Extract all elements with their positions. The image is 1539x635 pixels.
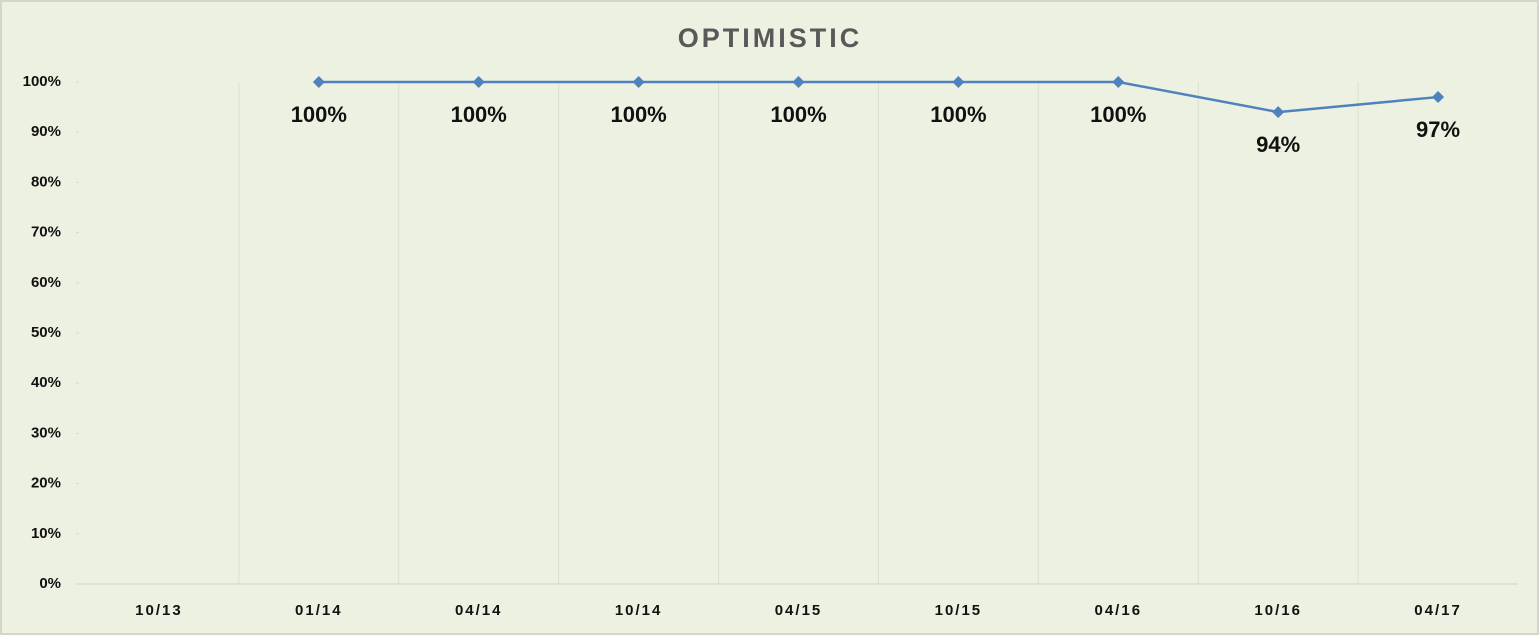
chart-title: OPTIMISTIC xyxy=(678,23,863,53)
x-tick-label: 04/16 xyxy=(1095,602,1143,619)
marker xyxy=(312,76,325,88)
y-tick-label: 40% xyxy=(31,374,61,391)
data-label: 100% xyxy=(291,102,347,127)
x-tick-label: 10/14 xyxy=(615,602,663,619)
x-tick-label: 04/15 xyxy=(775,602,823,619)
data-label: 100% xyxy=(451,102,507,127)
y-tick-label: 10% xyxy=(31,525,61,542)
data-label: 100% xyxy=(930,102,986,127)
marker xyxy=(1272,106,1285,119)
marker xyxy=(632,76,645,88)
data-label: 97% xyxy=(1416,117,1460,142)
data-label: 100% xyxy=(770,102,826,127)
y-tick-label: 60% xyxy=(31,274,61,291)
y-tick-label: 100% xyxy=(23,73,61,90)
marker xyxy=(1432,91,1445,104)
data-label: 94% xyxy=(1256,132,1300,157)
data-label: 100% xyxy=(1090,102,1146,127)
x-tick-label: 10/13 xyxy=(135,602,183,619)
data-label: 100% xyxy=(610,102,666,127)
marker xyxy=(1112,76,1125,88)
y-tick-label: 30% xyxy=(31,424,61,441)
y-tick-label: 0% xyxy=(39,575,61,592)
x-tick-label: 10/15 xyxy=(935,602,983,619)
y-tick-label: 80% xyxy=(31,173,61,190)
y-tick-label: 70% xyxy=(31,224,61,241)
y-tick-label: 50% xyxy=(31,324,61,341)
marker xyxy=(472,76,485,88)
x-tick-label: 04/14 xyxy=(455,602,503,619)
x-tick-label: 01/14 xyxy=(295,602,343,619)
x-tick-label: 10/16 xyxy=(1254,602,1302,619)
x-tick-label: 04/17 xyxy=(1414,602,1462,619)
y-tick-label: 20% xyxy=(31,475,61,492)
line xyxy=(318,80,1439,114)
marker xyxy=(952,76,965,88)
marker xyxy=(792,76,805,88)
y-tick-label: 90% xyxy=(31,123,61,140)
